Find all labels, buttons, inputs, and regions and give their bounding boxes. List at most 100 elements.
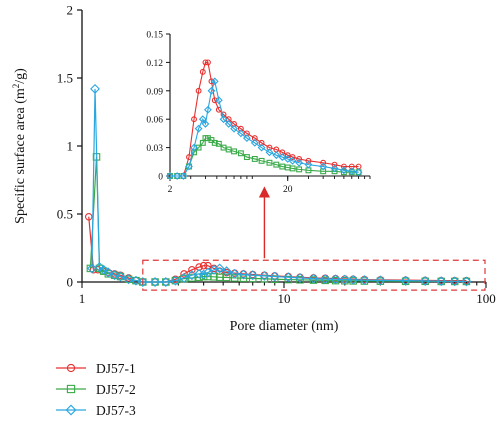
inset-data-point [211, 97, 218, 104]
main-data-point [461, 276, 472, 287]
main-data-point [296, 276, 304, 284]
main-data-point [400, 275, 411, 286]
inset-data-point [214, 96, 223, 105]
inset-data-point [319, 162, 328, 171]
y-tick-label: 0.5 [57, 207, 73, 222]
main-series-line [88, 216, 467, 283]
inset-data-point [348, 163, 355, 170]
inset-data-point [320, 168, 327, 175]
inset-data-point [173, 172, 182, 180]
inset-data-point [225, 146, 232, 153]
main-data-point [180, 270, 188, 278]
main-data-point [259, 270, 270, 281]
inset-data-point [190, 143, 198, 152]
main-series-DJ57-2 [86, 153, 471, 286]
legend-marker [66, 384, 76, 394]
x-tick-label: 1 [79, 291, 86, 306]
y-axis-label-main: Specific surface area (m [13, 88, 28, 224]
inset-data-point [295, 158, 304, 167]
inset-data-point [230, 124, 238, 133]
inset-y-tick-label: 0.03 [146, 144, 163, 154]
legend-item: DJ57-2 [56, 382, 136, 397]
main-data-point [179, 272, 189, 283]
inset-data-point [305, 157, 312, 164]
legend-label: DJ57-1 [96, 361, 136, 376]
main-data-point [198, 269, 209, 280]
main-data-point [247, 270, 258, 281]
main-data-point [123, 274, 134, 285]
inset-data-point [201, 120, 210, 128]
main-data-point [283, 272, 294, 283]
main-data-point [90, 83, 100, 94]
inset-data-point [354, 168, 363, 177]
inset-data-point [296, 156, 303, 162]
inset-data-point [265, 148, 274, 157]
inset-data-point [224, 120, 233, 128]
inset-data-point [283, 155, 292, 163]
main-series-DJ57-3 [87, 83, 472, 287]
inset-series-line [170, 137, 359, 177]
main-data-point [98, 264, 109, 275]
inset-data-point [202, 59, 209, 66]
main-data-point [214, 263, 225, 274]
main-data-point [320, 274, 331, 284]
y-tick-label: 1.5 [57, 71, 73, 86]
inset-data-point [273, 161, 280, 168]
inset-data-point [289, 154, 296, 161]
main-data-point [449, 276, 460, 287]
inset-data-point [288, 156, 297, 165]
inset-x-tick-label: 2 [168, 185, 173, 195]
inset-data-point [347, 167, 356, 176]
main-data-point [94, 262, 105, 272]
main-data-point [170, 275, 181, 286]
main-data-point [160, 277, 171, 287]
legend-label: DJ57-3 [96, 403, 136, 418]
inset-data-point [237, 150, 244, 157]
inset-data-point [339, 166, 348, 175]
inset-data-point [266, 159, 273, 166]
inset-data-point [284, 152, 291, 159]
inset-data-point [304, 160, 313, 169]
inset-y-tick-label: 0 [158, 173, 163, 183]
main-data-point [85, 212, 93, 221]
inset-data-point [340, 163, 347, 170]
main-data-point [137, 277, 148, 287]
legend-marker [65, 404, 77, 416]
inset-data-point [179, 172, 188, 180]
main-data-point [359, 275, 370, 286]
main-data-point [330, 274, 341, 285]
inset-y-tick-label: 0.06 [146, 116, 163, 126]
main-data-point [295, 272, 305, 283]
y-tick-label: 0 [67, 275, 74, 290]
inset-y-tick-label: 0.15 [146, 31, 163, 41]
inset-x-tick-label: 20 [283, 185, 293, 195]
inset-data-point [250, 138, 259, 147]
main-series [85, 83, 472, 287]
inset-data-point [251, 156, 258, 162]
main-data-point [348, 274, 359, 285]
y-axis-label-sup: 2 [11, 84, 21, 89]
inset-data-point [195, 87, 202, 94]
main-data-point [215, 273, 224, 281]
x-axis-label: Pore diameter (nm) [230, 319, 339, 334]
y-tick-label: 1 [67, 139, 74, 154]
main-data-point [222, 273, 231, 282]
main-data-point [150, 277, 161, 287]
inset-data-point [219, 115, 228, 124]
legend: DJ57-1 DJ57-2 DJ57-3 [56, 361, 136, 418]
inset-data-point [199, 68, 206, 75]
legend-label: DJ57-2 [96, 382, 136, 397]
main-data-point [420, 275, 431, 286]
inset-data-point [195, 144, 202, 151]
inset-data-point [251, 135, 258, 142]
legend-marker [66, 363, 76, 373]
main-data-point [103, 267, 114, 278]
main-data-point [238, 269, 249, 280]
main-data-point [339, 274, 350, 285]
inset-data-point [296, 166, 303, 173]
inset-data-point [208, 78, 215, 85]
main-data-point [109, 270, 120, 281]
inset-data-point [207, 86, 216, 95]
magnified-region-box [142, 259, 486, 291]
